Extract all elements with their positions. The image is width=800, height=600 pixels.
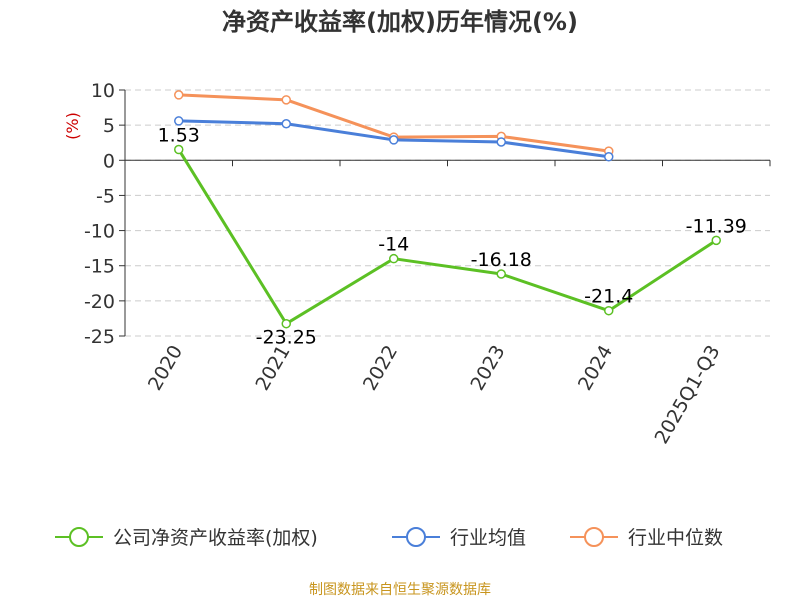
y-tick-label: 5 [103, 115, 115, 137]
y-tick-labels: 10 5 0 -5 -10 -15 -20 -25 [84, 80, 115, 348]
series-lines [174, 90, 721, 329]
legend-marker [69, 527, 89, 547]
y-tick-label: -15 [84, 256, 115, 278]
data-label: -11.39 [686, 215, 747, 237]
data-source-note: 制图数据来自恒生聚源数据库 [309, 582, 491, 598]
x-tick-label: 2023 [466, 342, 509, 395]
data-label: -16.18 [471, 249, 532, 271]
legend-marker [584, 527, 604, 547]
chart-title: 净资产收益率(加权)历年情况(%) [222, 8, 578, 36]
x-tick-labels: 2020 2021 2022 2023 2024 2025Q1-Q3 [144, 342, 725, 448]
x-tick-label: 2025Q1-Q3 [651, 342, 725, 448]
data-point [174, 116, 184, 126]
y-tick-label: 10 [91, 80, 115, 102]
data-point [281, 318, 291, 329]
data-label: 1.53 [158, 125, 200, 147]
y-tick-label: -25 [84, 326, 115, 348]
data-point [496, 269, 506, 279]
data-point [604, 305, 614, 316]
y-tick-label: -20 [84, 291, 115, 313]
y-tick-label: -5 [96, 185, 115, 207]
legend-marker [406, 527, 426, 547]
data-point [174, 90, 184, 100]
data-label: -23.25 [256, 327, 317, 349]
x-tick-label: 2022 [359, 342, 402, 395]
data-point [389, 253, 399, 264]
data-point [281, 95, 291, 105]
legend-label: 行业均值 [450, 527, 526, 549]
data-point [711, 235, 721, 246]
y-axis-unit: (%) [63, 112, 82, 140]
x-tick-label: 2024 [574, 342, 617, 395]
y-tick-label: 0 [103, 150, 115, 172]
grid-lines [125, 89, 770, 337]
data-label: -21.4 [584, 286, 633, 308]
data-label: -14 [378, 234, 409, 256]
legend: 公司净资产收益率(加权) 行业均值 行业中位数 [55, 527, 723, 549]
data-point [281, 118, 291, 129]
legend-label: 行业中位数 [628, 527, 723, 549]
legend-label: 公司净资产收益率(加权) [113, 527, 318, 549]
data-point [389, 135, 399, 145]
data-point [496, 137, 506, 147]
series-line [177, 148, 718, 326]
data-point [174, 144, 184, 155]
data-labels: 1.53 -23.25 -14 -16.18 -21.4 -11.39 [158, 125, 747, 349]
y-tick-label: -10 [84, 221, 115, 243]
x-tick-label: 2020 [144, 342, 187, 395]
x-tick-label: 2021 [251, 342, 294, 395]
data-point [604, 152, 614, 162]
axes [119, 89, 771, 337]
